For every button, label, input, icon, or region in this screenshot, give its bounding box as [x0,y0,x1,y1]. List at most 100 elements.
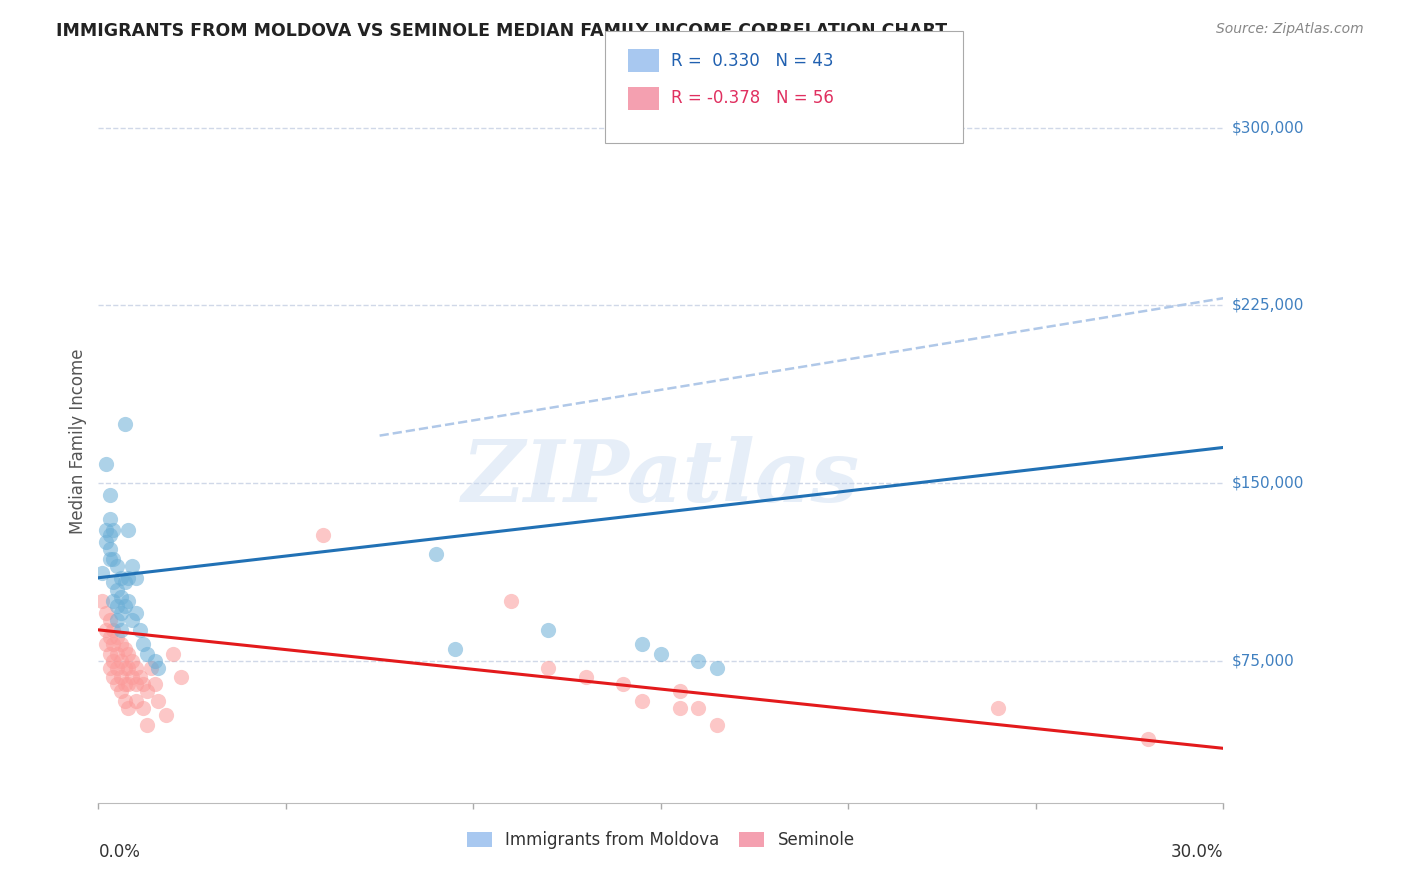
Point [668,701,690,715]
Point [132,701,155,715]
Point [125,677,148,691]
Text: R = -0.378   N = 56: R = -0.378 N = 56 [671,89,834,107]
Point [117,594,139,608]
Point [103,524,125,538]
Point [103,637,125,651]
Y-axis label: Median Family Income: Median Family Income [69,349,87,534]
Point [103,670,125,684]
Point [98,488,121,502]
Point [98,647,121,661]
Point [110,684,132,698]
Point [688,701,710,715]
Text: 0.0%: 0.0% [98,843,141,861]
Point [148,661,170,675]
Point [117,701,139,715]
Point [170,670,193,684]
Text: $225,000: $225,000 [1232,298,1303,313]
Point [575,670,598,684]
Point [114,575,136,590]
Text: $300,000: $300,000 [1232,120,1303,136]
Point [706,717,728,731]
Point [94,607,117,621]
Point [136,717,159,731]
Text: ZIPatlas: ZIPatlas [461,436,860,519]
Point [117,647,139,661]
Point [128,670,150,684]
Text: IMMIGRANTS FROM MOLDOVA VS SEMINOLE MEDIAN FAMILY INCOME CORRELATION CHART: IMMIGRANTS FROM MOLDOVA VS SEMINOLE MEDI… [56,22,948,40]
Text: R =  0.330   N = 43: R = 0.330 N = 43 [671,52,834,70]
Point [91,594,114,608]
Point [114,661,136,675]
Point [105,599,128,614]
Point [114,417,136,431]
Point [114,677,136,691]
Point [125,571,148,585]
Point [98,551,121,566]
Point [94,535,117,549]
Point [105,614,128,628]
Point [103,594,125,608]
Point [136,647,159,661]
Point [132,637,155,651]
Point [114,694,136,708]
Point [103,551,125,566]
Point [688,654,710,668]
Text: $75,000: $75,000 [1232,653,1295,668]
Point [94,457,117,471]
Point [1137,731,1160,746]
Point [98,614,121,628]
Point [987,701,1010,715]
Point [110,607,132,621]
Point [121,558,143,573]
Point [98,511,121,525]
Point [155,708,177,723]
Point [110,623,132,637]
Point [98,630,121,644]
Point [117,524,139,538]
Point [110,590,132,604]
Point [105,582,128,597]
Point [105,558,128,573]
Point [143,654,166,668]
Point [105,647,128,661]
Point [143,677,166,691]
Point [110,637,132,651]
Point [110,571,132,585]
Point [443,641,465,656]
Point [125,694,148,708]
Text: Source: ZipAtlas.com: Source: ZipAtlas.com [1216,22,1364,37]
Text: $150,000: $150,000 [1232,475,1303,491]
Point [706,661,728,675]
Point [612,677,634,691]
Point [148,694,170,708]
Legend: Immigrants from Moldova, Seminole: Immigrants from Moldova, Seminole [460,824,862,856]
Point [105,677,128,691]
Point [103,623,125,637]
Point [128,623,150,637]
Point [136,684,159,698]
Point [537,623,560,637]
Point [114,599,136,614]
Point [425,547,447,561]
Point [132,677,155,691]
Point [98,528,121,542]
Point [312,528,335,542]
Point [105,661,128,675]
Point [103,575,125,590]
Point [125,661,148,675]
Point [91,566,114,580]
Point [162,647,184,661]
Point [117,661,139,675]
Point [117,677,139,691]
Point [125,607,148,621]
Point [499,594,522,608]
Point [105,630,128,644]
Point [110,654,132,668]
Point [650,647,672,661]
Point [631,694,654,708]
Point [668,684,690,698]
Point [94,623,117,637]
Point [114,641,136,656]
Point [117,571,139,585]
Text: 30.0%: 30.0% [1171,843,1223,861]
